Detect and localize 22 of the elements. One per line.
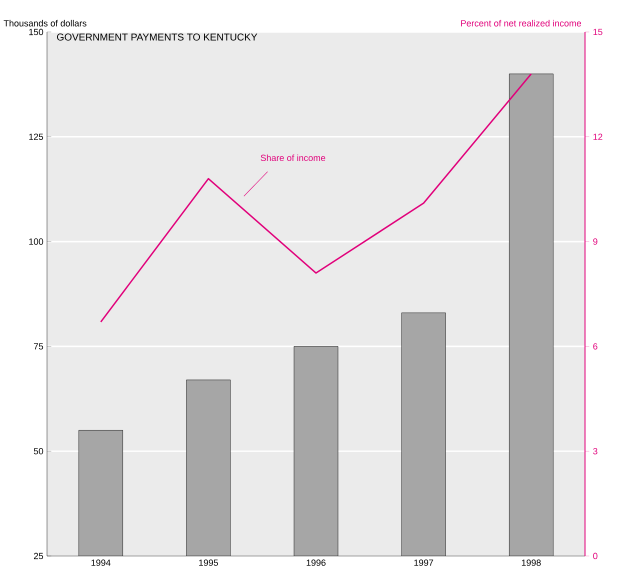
y2-tick-label: 0 [593,552,598,560]
y2-tick-label: 3 [593,448,598,454]
y-tick-label: 50 [34,448,44,454]
x-tick-label: 1997 [414,560,434,566]
y-tick-label: 100 [29,238,44,245]
x-tick-label: 1998 [522,560,541,566]
x-tick-label: 1994 [92,560,111,566]
line-series [100,73,532,323]
chart-title: GOVERNMENT PAYMENTS TO KENTUCKY [57,34,258,41]
x-tick-label: 1995 [199,560,218,566]
y2-axis-title: Percent of net realized income [461,20,582,26]
y2-tick-label: 6 [593,343,598,350]
y-tick-label: 125 [29,134,44,140]
annotation: Share of income [260,154,326,162]
y-axis-title: Thousands of dollars [4,20,86,26]
y-tick-label: 75 [34,343,44,350]
y2-tick-label: 12 [593,134,602,140]
y-tick-label: 150 [29,28,44,36]
y2-tick-label: 15 [593,28,602,36]
x-tick-label: 1996 [306,560,326,566]
y2-tick-label: 9 [593,238,598,245]
y-tick-label: 25 [34,552,44,560]
